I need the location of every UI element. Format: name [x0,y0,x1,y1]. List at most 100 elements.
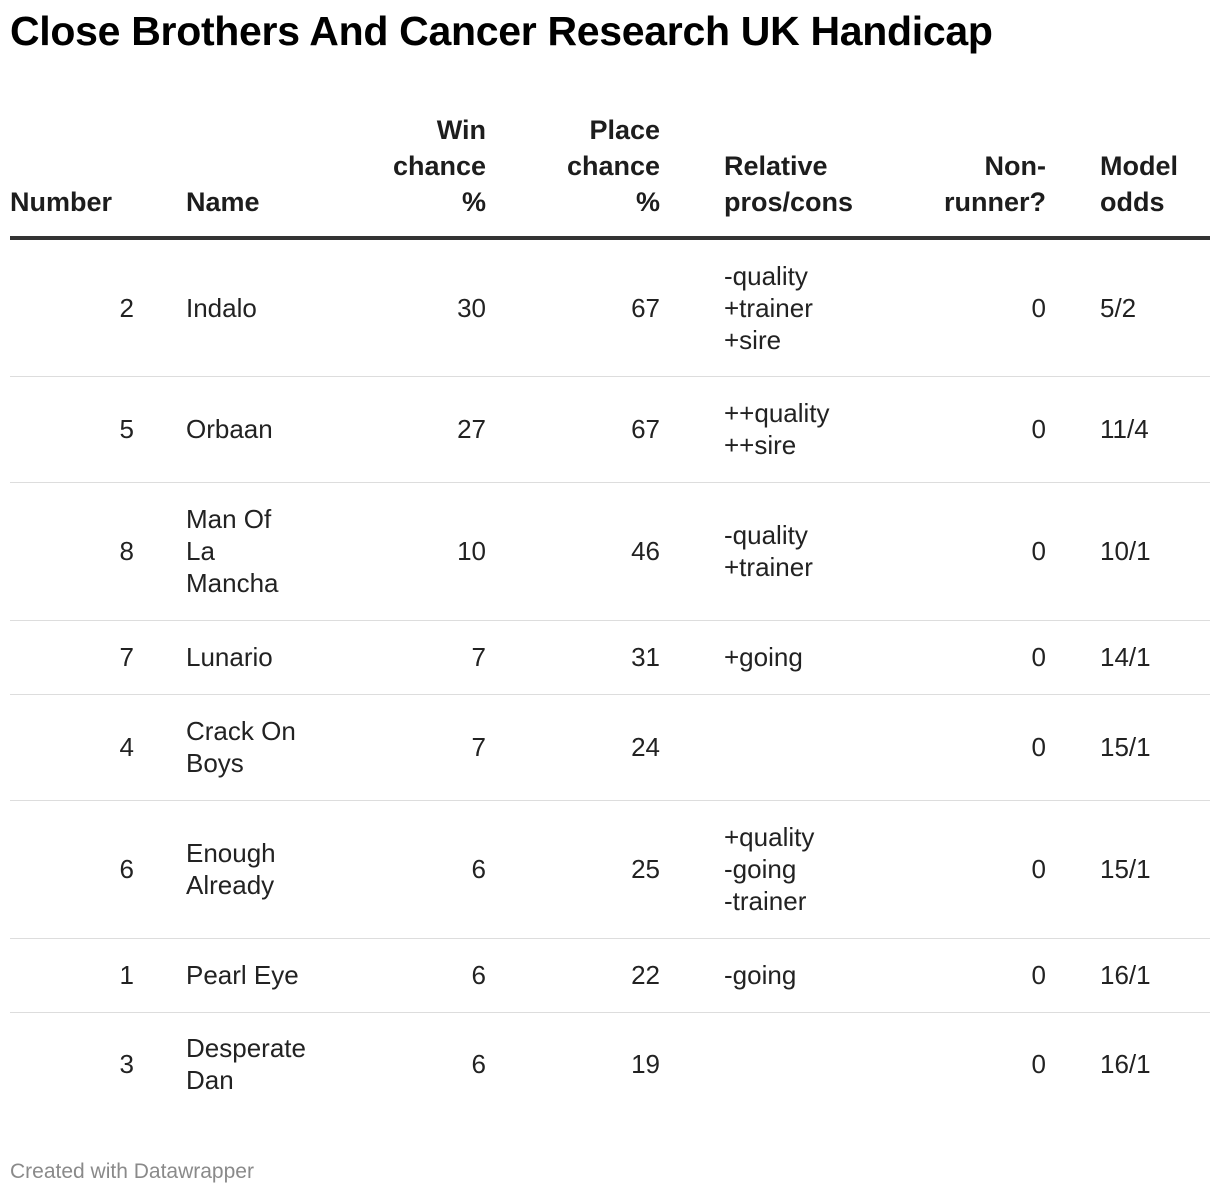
cell-number: 5 [10,376,186,483]
header-line: % [461,187,486,217]
cell-pros-cons [724,694,924,801]
cell-non-runner: 0 [924,800,1100,939]
cell-pros-cons-line: +trainer [724,292,813,323]
table-row: 3 Desperate Dan 6 19 0 16/1 [10,1012,1210,1116]
cell-non-runner: 0 [924,238,1100,377]
cell-name-line: Dan [186,1065,234,1096]
table-row: 8 Man Of La Mancha 10 46 -quality +trainer 0 10/1 [10,482,1210,621]
cell-model-odds: 15/1 [1100,694,1210,801]
cell-name: Orbaan [186,376,336,483]
col-model-odds-header: Model odds [1100,112,1210,240]
header-line: Model [1100,151,1178,181]
cell-number: 7 [10,620,186,695]
cell-model-odds: 16/1 [1100,938,1210,1013]
col-number-header: Number [10,112,186,240]
col-non-runner-header: Non-runner? [924,112,1100,240]
table-row: 2 Indalo 30 67 -quality +trainer +sire 0 5/2 [10,238,1210,377]
header-row: Number Name Win chance% Place chance% Relative… [10,112,1210,240]
footer-credit: Created with Datawrapper [10,1160,254,1183]
cell-pros-cons-line: +trainer [724,552,813,582]
cell-pros-cons-line: -trainer [724,886,807,916]
col-pros-cons-header: Relative pros/cons [724,112,924,240]
cell-win-chance: 7 [336,620,550,695]
cell-place-chance: 67 [550,376,724,483]
cell-name-line: Desperate [186,1033,306,1064]
cell-pros-cons: -quality +trainer +sire [724,238,924,377]
cell-place-chance: 19 [631,1049,660,1080]
cell-non-runner: 0 [924,938,1100,1013]
cell-name: Pearl Eye [186,938,336,1013]
cell-model-odds: 5/2 [1100,238,1210,377]
header-line: % [635,187,660,217]
header-line: Name [186,187,260,217]
cell-place-chance: 67 [550,238,724,377]
cell-name-line: Boys [186,748,244,778]
col-win-chance-header: Win chance% [336,112,550,240]
cell-name-line: Pearl Eye [186,960,299,990]
cell-model-odds: 10/1 [1100,482,1210,621]
cell-name-line: Mancha [186,568,279,598]
cell-pros-cons: +going [724,620,924,695]
cell-pros-cons-line: -going [724,854,797,884]
cell-name: Desperate Dan [186,1012,336,1116]
cell-win-chance: 7 [336,694,550,801]
cell-name: Lunario [186,620,336,695]
cell-name: Man Of La Mancha [186,482,336,621]
header-line: Non- [984,151,1046,181]
cell-number: 2 [10,238,186,377]
cell-model-odds: 16/1 [1100,1049,1151,1080]
cell-number: 3 [119,1049,134,1080]
cell-pros-cons-line: ++sire [724,430,797,460]
cell-name-line: Orbaan [186,414,273,444]
cell-non-runner: 0 [924,694,1100,801]
cell-name: Enough Already [186,800,336,939]
cell-win-chance: 10 [336,482,550,621]
cell-pros-cons-line: +sire [724,324,782,355]
cell-place-chance: 24 [550,694,724,801]
header-line: Place [589,115,660,145]
cell-model-odds: 15/1 [1100,800,1210,939]
table-row: 5 Orbaan 27 67 ++quality ++sire 0 11/4 [10,376,1210,483]
header-line: Number [10,187,113,217]
cell-non-runner: 0 [1031,1049,1046,1080]
header-line: pros/cons [724,187,854,217]
table-body: 2 Indalo 30 67 -quality +trainer +sire 0 5/2 5 Orb… [10,238,1210,1116]
col-name-header: Name [186,112,336,240]
cell-pros-cons: +quality -going -trainer [724,800,924,939]
cell-name-line: Enough [186,838,276,868]
cell-place-chance: 25 [550,800,724,939]
table-row: 7 Lunario 7 31 +going 0 14/1 [10,620,1210,695]
cell-model-odds: 11/4 [1100,376,1210,483]
cell-number: 4 [10,694,186,801]
cell-name-line: Man Of [186,504,272,534]
cell-place-chance: 46 [550,482,724,621]
cell-non-runner: 0 [924,376,1100,483]
table-row: 4 Crack On Boys 7 24 0 15/1 [10,694,1210,801]
cell-pros-cons [724,1012,924,1116]
cell-win-chance: 27 [336,376,550,483]
cell-win-chance: 6 [336,938,550,1013]
cell-name-line: Already [186,870,275,900]
header-line: odds [1100,187,1165,217]
cell-pros-cons-line: +going [724,642,803,672]
cell-number: 6 [10,800,186,939]
cell-place-chance: 22 [550,938,724,1013]
header-line: chance [392,151,486,181]
cell-pros-cons: ++quality ++sire [724,376,924,483]
cell-number: 1 [10,938,186,1013]
cell-pros-cons: -going [724,938,924,1013]
cell-name-line: Lunario [186,642,273,672]
table-row: 1 Pearl Eye 6 22 -going 0 16/1 [10,938,1210,1013]
cell-non-runner: 0 [924,482,1100,621]
cell-pros-cons: -quality +trainer [724,482,924,621]
cell-name-line: Crack On [186,716,296,746]
cell-pros-cons-line: -quality [724,260,808,291]
cell-model-odds: 14/1 [1100,620,1210,695]
cell-name-line: La [186,536,215,566]
header-line: Win [436,115,486,145]
page-title: Close Brothers And Cancer Research UK Ha… [10,8,993,54]
header-line: chance [566,151,660,181]
race-table: Number Name Win chance% Place chance% Relative… [10,112,1210,1116]
cell-win-chance: 6 [471,1049,486,1080]
header-line: Relative [724,151,828,181]
